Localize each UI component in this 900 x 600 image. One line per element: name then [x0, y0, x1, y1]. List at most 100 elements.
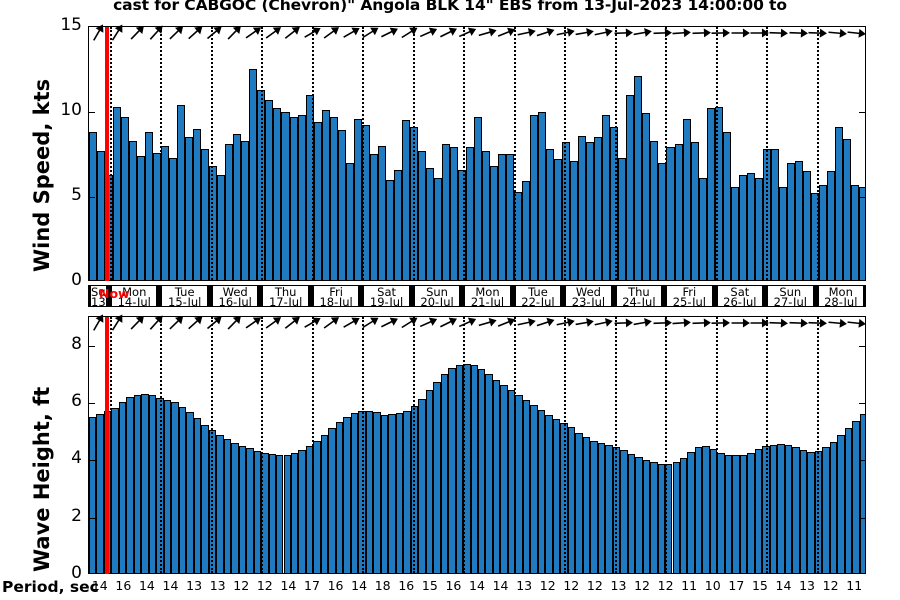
wind-direction-arrow-icon	[186, 24, 204, 42]
bar	[530, 115, 539, 280]
bar	[730, 186, 739, 280]
bar	[717, 452, 725, 573]
wind-direction-arrow-icon	[847, 314, 867, 332]
bar	[169, 157, 178, 280]
bar	[388, 413, 396, 573]
wind-direction-arrow-icon	[672, 314, 692, 332]
bar	[590, 440, 598, 573]
period-value: 12	[657, 578, 674, 593]
bar	[642, 113, 651, 280]
day-gridline	[614, 317, 617, 573]
day-date: 18-Jul	[319, 295, 353, 307]
wind-direction-arrow-icon	[808, 24, 828, 42]
bar	[329, 116, 338, 280]
bar	[201, 424, 209, 573]
wind-direction-arrow-icon	[633, 314, 653, 332]
bar	[537, 410, 546, 573]
day-gridline	[463, 317, 466, 573]
now-marker-line-wave	[105, 317, 109, 574]
wind-direction-arrow-icon	[283, 314, 301, 332]
day-date: 17-Jul	[268, 295, 303, 307]
day-gridline	[766, 317, 769, 573]
wind-direction-arrow-icon	[750, 314, 769, 332]
wind-direction-arrow-icon	[380, 314, 399, 332]
bar	[515, 395, 523, 573]
y-tick-label: 0	[71, 563, 82, 583]
bar	[818, 184, 827, 280]
bar	[739, 454, 748, 573]
wind-direction-arrow-icon	[264, 24, 282, 42]
bar	[627, 453, 636, 573]
period-axis-label: Period, sec	[2, 578, 99, 596]
bar	[545, 414, 553, 573]
period-value: 14	[138, 578, 155, 593]
wind-direction-arrow-icon	[322, 314, 340, 332]
bar	[492, 379, 501, 573]
wind-direction-arrow-icon	[536, 24, 555, 42]
bar	[586, 142, 595, 280]
bar	[163, 399, 172, 573]
bar	[457, 169, 466, 280]
day-of-week: Wed	[575, 285, 601, 299]
bar	[365, 410, 374, 573]
day-gridline	[715, 317, 718, 573]
wind-direction-arrow-icon	[653, 24, 672, 42]
wind-direction-arrow-icon	[128, 24, 146, 42]
bar	[482, 150, 491, 280]
day-gridline	[766, 27, 769, 280]
bar	[769, 444, 778, 573]
period-value: 14	[775, 578, 792, 593]
wind-direction-arrow-icon	[303, 314, 321, 332]
wind-direction-arrow-icon	[653, 314, 672, 332]
day-label-box: Sun 27-Jul	[765, 285, 816, 307]
bar	[313, 441, 321, 573]
bar	[834, 127, 843, 280]
period-value: 17	[728, 578, 745, 593]
wind-direction-arrow-icon	[244, 314, 262, 332]
bar	[395, 413, 404, 573]
bar	[826, 171, 835, 280]
period-value: 10	[704, 578, 721, 593]
bar	[829, 441, 838, 573]
bar	[635, 457, 643, 573]
day-label-box: Sat 26-Jul	[714, 285, 766, 307]
bar	[500, 385, 508, 573]
period-value: 14	[492, 578, 509, 593]
bar	[799, 450, 808, 573]
day-gridline	[816, 317, 819, 573]
bar	[377, 145, 386, 280]
day-of-week: Sun	[426, 285, 448, 299]
day-gridline	[614, 27, 617, 280]
bar	[113, 106, 122, 280]
wind-direction-arrow-icon	[167, 314, 185, 332]
wind-direction-arrows	[88, 24, 867, 44]
bar	[129, 140, 138, 280]
bar	[747, 452, 755, 573]
bar	[297, 115, 306, 280]
period-value: 16	[445, 578, 462, 593]
bar	[784, 445, 793, 573]
wind-direction-arrow-icon	[361, 314, 379, 332]
period-value: 13	[209, 578, 226, 593]
period-value: 15	[421, 578, 438, 593]
now-marker-line-wind	[105, 27, 109, 281]
bar	[335, 421, 344, 573]
wind-direction-arrow-icon	[672, 24, 692, 42]
period-value: 13	[186, 578, 203, 593]
wind-direction-arrow-icon	[478, 24, 497, 42]
wind-direction-arrow-icon	[633, 24, 653, 42]
wind-direction-arrow-icon	[692, 314, 711, 332]
y-tick-mark	[859, 112, 865, 113]
bar	[554, 159, 563, 280]
day-date: 23-Jul	[571, 295, 606, 307]
wind-direction-arrow-icon	[303, 24, 321, 42]
day-date: 26-Jul	[723, 295, 757, 307]
period-value: 12	[822, 578, 839, 593]
bar	[552, 418, 561, 573]
day-label-box: Wed 16-Jul	[209, 285, 261, 307]
period-value: 13	[516, 578, 533, 593]
day-label-box: Fri 25-Jul	[664, 285, 715, 307]
y-tick-label: 2	[71, 505, 82, 526]
day-gridline	[412, 317, 415, 573]
day-gridline	[362, 27, 365, 280]
